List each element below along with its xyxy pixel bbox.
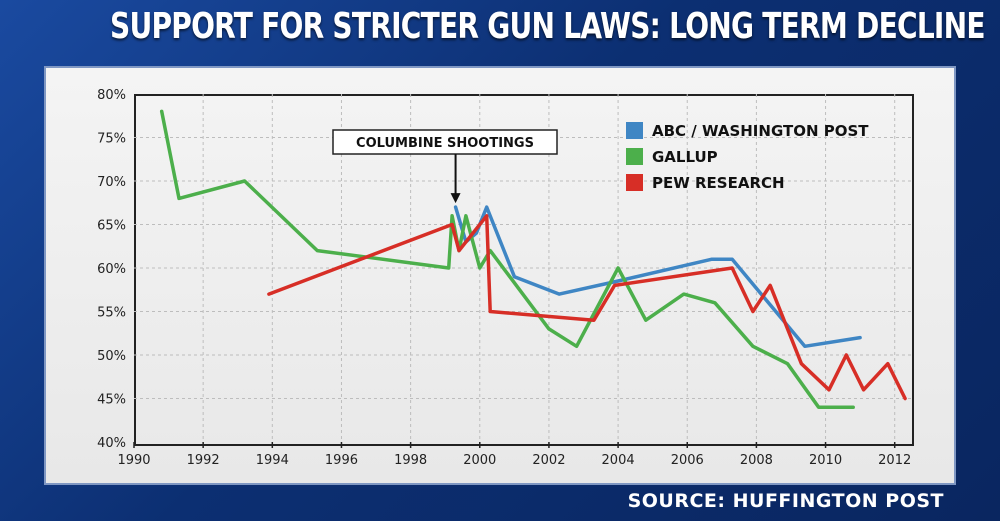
y-tick-label: 60% bbox=[97, 262, 126, 277]
y-tick-label: 50% bbox=[97, 349, 126, 364]
legend-swatch-pew-research bbox=[626, 174, 643, 191]
legend-label-abc-washington-post: ABC / WASHINGTON POST bbox=[652, 122, 869, 140]
y-tick-label: 40% bbox=[97, 436, 126, 451]
y-tick-label: 45% bbox=[97, 393, 126, 408]
y-tick-label: 80% bbox=[97, 88, 126, 103]
x-tick-label: 1992 bbox=[187, 453, 220, 468]
annotation-arrow-head bbox=[450, 193, 461, 204]
y-tick-label: 75% bbox=[97, 132, 126, 147]
annotation-label: COLUMBINE SHOOTINGS bbox=[356, 136, 534, 151]
source-credit: SOURCE: HUFFINGTON POST bbox=[627, 490, 944, 512]
legend-label-pew-research: PEW RESEARCH bbox=[652, 174, 785, 192]
x-tick-label: 2000 bbox=[463, 453, 496, 468]
x-tick-label: 2008 bbox=[740, 453, 773, 468]
x-tick-label: 2012 bbox=[878, 453, 911, 468]
x-tick-label: 1994 bbox=[256, 453, 289, 468]
page-title: SUPPORT FOR STRICTER GUN LAWS: LONG TERM… bbox=[110, 6, 986, 47]
x-tick-label: 2004 bbox=[602, 453, 635, 468]
legend-swatch-gallup bbox=[626, 148, 643, 165]
y-tick-label: 65% bbox=[97, 219, 126, 234]
legend-swatch-abc-washington-post bbox=[626, 122, 643, 139]
x-tick-label: 1998 bbox=[394, 453, 427, 468]
series-line-gallup bbox=[159, 109, 855, 409]
series-line-pew-research bbox=[267, 214, 907, 401]
x-tick-label: 2006 bbox=[671, 453, 704, 468]
x-tick-label: 2002 bbox=[532, 453, 565, 468]
x-tick-label: 1990 bbox=[117, 453, 150, 468]
y-tick-label: 70% bbox=[97, 175, 126, 190]
annotation-box bbox=[332, 129, 558, 155]
x-tick-label: 1996 bbox=[325, 453, 358, 468]
legend-label-gallup: GALLUP bbox=[652, 148, 718, 166]
x-tick-label: 2010 bbox=[809, 453, 842, 468]
y-tick-label: 55% bbox=[97, 306, 126, 321]
series-line-abc-washington-post bbox=[453, 205, 862, 349]
plot-area-border bbox=[134, 94, 914, 446]
